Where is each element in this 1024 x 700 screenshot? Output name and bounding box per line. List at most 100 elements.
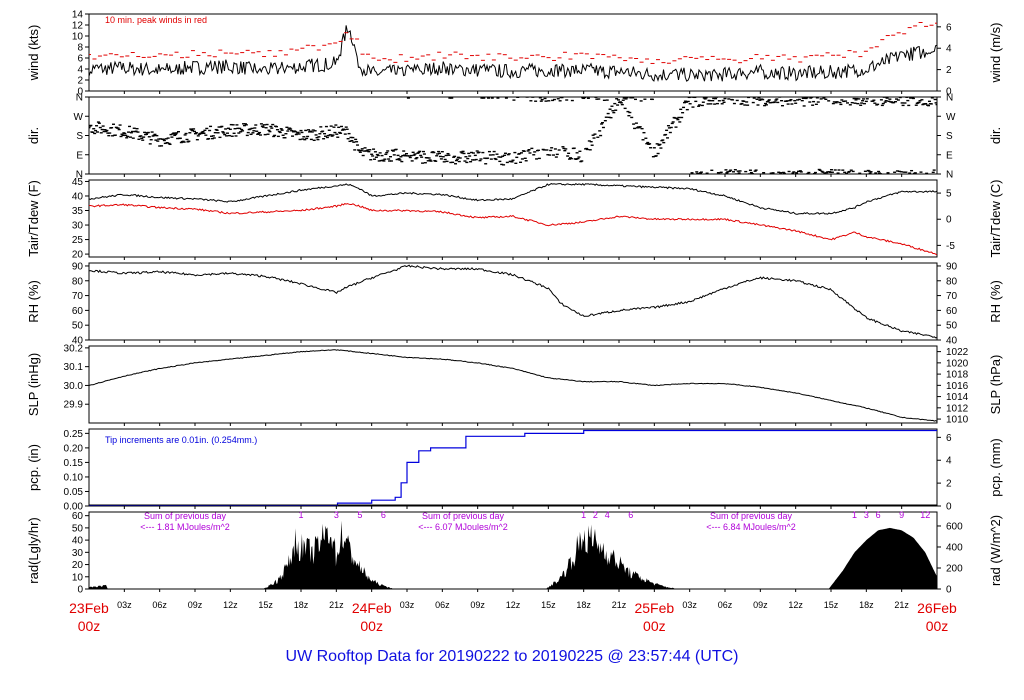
radiation-hour-mark: 1 [298,510,303,520]
x-tick-label: 09z [470,600,485,610]
right-tick-label: 0 [946,502,952,513]
left-tick-label: E [76,150,83,161]
right-tick-label: 1010 [946,415,969,426]
plot-area-wind [89,22,937,82]
y-axis-label-left: pcp. (in) [26,444,41,491]
series-direction [89,97,937,174]
left-tick-label: 14 [72,10,84,21]
y-axis-label-left: SLP (inHg) [26,353,41,416]
right-tick-label: E [946,150,953,161]
right-tick-label: N [946,93,953,104]
x-tick-label: 21z [329,600,344,610]
plot-area-radiation [89,520,937,589]
left-tick-label: W [74,112,84,123]
right-tick-label: 90 [946,261,958,272]
left-tick-label: 40 [72,336,84,347]
left-tick-label: 60 [72,511,84,522]
x-tick-label: 15z [824,600,839,610]
x-tick-label: 18z [859,600,874,610]
left-tick-label: 12 [72,21,84,32]
y-axis-label-left: Tair/Tdew (F) [26,180,41,257]
radiation-sum-value: <--- 1.81 MJoules/m^2 [140,522,230,532]
y-axis-label-right: dir. [988,127,1003,144]
x-tick-label: 06z [435,600,450,610]
x-tick-label: 03z [117,600,132,610]
radiation-sum-label: Sum of previous day [422,511,505,521]
x-tick-label: 18z [294,600,309,610]
radiation-hour-mark: 1 [581,510,586,520]
left-tick-label: 0.05 [64,487,84,498]
y-axis-label-right: SLP (hPa) [988,355,1003,415]
left-tick-label: 30.0 [64,381,84,392]
x-tick-label: 12z [788,600,803,610]
right-tick-label: 4 [946,44,952,55]
right-tick-label: 1014 [946,392,969,403]
precip-annotation: Tip increments are 0.01in. (0.254mm.) [105,435,257,445]
y-axis-label-left: dir. [26,127,41,144]
right-tick-label: 0 [946,585,952,596]
left-tick-label: 30 [72,548,84,559]
right-tick-label: 70 [946,291,958,302]
x-tick-label: 21z [612,600,627,610]
right-tick-label: -5 [946,241,955,252]
radiation-hour-mark: 6 [381,510,386,520]
left-tick-label: 0 [77,585,83,596]
radiation-hour-mark: 3 [334,510,339,520]
x-hour-label: 00z [360,618,383,634]
x-tick-label: 12z [223,600,238,610]
left-tick-label: 90 [72,261,84,272]
radiation-hour-mark: 12 [920,510,930,520]
y-axis-label-left: wind (kts) [26,25,41,82]
x-date-label: 23Feb [69,600,109,616]
plot-area-direction [89,97,937,174]
x-tick-label: 03z [682,600,697,610]
left-tick-label: 30.1 [64,362,84,373]
left-tick-label: 0.25 [64,429,84,440]
series-pressure [89,349,937,422]
left-tick-label: 30.2 [64,343,84,354]
x-tick-label: 09z [753,600,768,610]
left-tick-label: 0.00 [64,502,84,513]
right-tick-label: 1022 [946,347,969,358]
left-tick-label: N [76,93,83,104]
left-tick-label: 60 [72,306,84,317]
y-axis-label-right: RH (%) [988,280,1003,323]
right-tick-label: 6 [946,22,952,33]
x-date-label: 26Feb [917,600,957,616]
radiation-hour-mark: 6 [876,510,881,520]
y-axis-label-left: rad(Lgly/hr) [26,517,41,583]
left-tick-label: 40 [72,191,84,202]
series-dewpoint [89,203,937,256]
right-tick-label: N [946,170,953,181]
panel-frame-wind [88,13,938,92]
right-tick-label: 1016 [946,381,969,392]
left-tick-label: 70 [72,291,84,302]
right-tick-label: 50 [946,321,958,332]
series-air-temp [89,182,937,215]
right-tick-label: 1020 [946,358,969,369]
left-tick-label: 30 [72,221,84,232]
left-tick-label: 20 [72,250,84,261]
left-tick-label: 0 [77,87,83,98]
right-tick-label: 60 [946,306,958,317]
y-axis-label-left: RH (%) [26,280,41,323]
x-tick-label: 21z [894,600,909,610]
x-tick-label: 09z [188,600,203,610]
series-precipitation [89,429,937,506]
left-tick-label: 0.10 [64,472,84,483]
x-tick-label: 03z [400,600,415,610]
radiation-hour-mark: 9 [899,510,904,520]
x-tick-label: 06z [718,600,733,610]
right-tick-label: 6 [946,433,952,444]
series-humidity [89,264,937,339]
x-hour-label: 00z [78,618,101,634]
left-tick-label: 45 [72,177,84,188]
radiation-hour-mark: 1 [852,510,857,520]
left-tick-label: S [76,131,83,142]
plot-area-temperature [89,182,937,256]
right-tick-label: 0 [946,215,952,226]
radiation-sum-label: Sum of previous day [144,511,227,521]
y-axis-label-right: Tair/Tdew (C) [988,179,1003,257]
